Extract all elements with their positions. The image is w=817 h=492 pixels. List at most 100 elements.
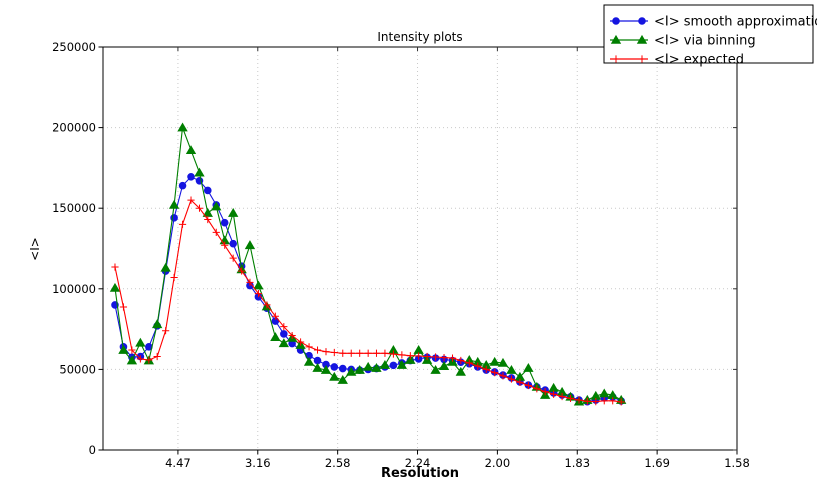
triangle-marker <box>303 356 315 366</box>
series-line <box>114 127 622 403</box>
plus-marker <box>533 385 541 393</box>
triangle-marker <box>636 34 648 44</box>
triangle-marker <box>438 361 450 370</box>
triangle-marker <box>354 364 365 374</box>
triangle-marker <box>278 338 289 348</box>
x-tick-label: 2.58 <box>325 456 351 470</box>
triangle-marker <box>312 363 323 372</box>
plus-marker <box>364 349 372 357</box>
circle-marker <box>612 17 620 25</box>
plus-marker <box>406 352 414 360</box>
x-tick-label: 1.83 <box>564 456 590 470</box>
plus-marker <box>541 388 549 396</box>
plus-marker <box>170 273 178 282</box>
plus-marker <box>448 354 457 362</box>
plus-marker <box>204 215 212 224</box>
triangle-marker <box>610 34 622 44</box>
series-1 <box>109 122 627 406</box>
series-layer <box>109 122 627 406</box>
plus-marker <box>491 369 499 377</box>
triangle-marker <box>430 364 441 374</box>
triangle-marker <box>168 199 180 209</box>
triangle-marker <box>405 354 416 364</box>
plus-marker <box>187 196 195 204</box>
plus-marker <box>516 378 524 386</box>
grid-layer <box>103 47 738 450</box>
plus-marker <box>313 346 322 354</box>
x-tick-label: 3.16 <box>245 456 271 470</box>
triangle-marker <box>489 356 500 366</box>
plus-marker <box>229 254 237 262</box>
triangle-marker <box>346 366 357 376</box>
plus-marker <box>575 396 583 404</box>
y-tick-label: 150000 <box>52 201 96 215</box>
plus-marker <box>592 398 600 406</box>
plus-marker <box>296 338 305 346</box>
x-tick-label: 2.00 <box>485 456 511 470</box>
y-tick-label: 200000 <box>52 121 96 135</box>
plus-marker <box>263 301 271 309</box>
legend-entry: <I> expected <box>610 53 744 68</box>
circle-marker <box>187 172 195 181</box>
plus-marker <box>566 394 575 403</box>
plus-marker <box>465 359 473 367</box>
plus-marker <box>638 55 646 63</box>
plus-marker <box>423 352 431 361</box>
triangle-marker <box>599 388 610 398</box>
triangle-marker <box>185 145 197 154</box>
plus-marker <box>440 354 448 362</box>
triangle-marker <box>135 337 146 347</box>
plus-marker <box>322 348 330 356</box>
plus-marker <box>415 352 423 360</box>
plus-marker <box>612 55 620 63</box>
plus-marker <box>347 349 355 357</box>
plus-marker <box>271 312 279 320</box>
triangle-marker <box>253 280 264 290</box>
y-tick-label: 250000 <box>52 40 96 54</box>
y-tick-label: 0 <box>89 443 96 457</box>
triangle-marker <box>244 240 256 250</box>
x-tick-label: 2.24 <box>405 456 431 470</box>
plus-marker <box>524 381 532 390</box>
triangle-marker <box>329 371 340 381</box>
triangle-marker <box>455 366 466 376</box>
triangle-marker <box>177 122 188 132</box>
triangle-marker <box>396 359 408 369</box>
circle-marker <box>338 364 347 373</box>
y-axis-label: <I> <box>28 237 42 261</box>
x-tick-label: 1.58 <box>724 456 750 470</box>
circle-marker <box>229 239 237 248</box>
plus-marker <box>389 350 398 358</box>
triangle-marker <box>337 374 348 384</box>
chart-title: Intensity plots <box>377 30 462 44</box>
x-axis-label: Resolution <box>381 466 459 481</box>
triangle-marker <box>379 359 391 369</box>
triangle-marker <box>151 319 163 329</box>
plus-marker <box>558 392 566 401</box>
plus-marker <box>153 352 161 361</box>
triangle-marker <box>126 355 138 365</box>
circle-marker <box>280 330 288 338</box>
plus-marker <box>600 397 608 405</box>
plus-marker <box>195 204 204 212</box>
circle-marker <box>203 186 212 195</box>
plus-marker <box>238 267 246 275</box>
triangle-marker <box>548 382 559 392</box>
circle-marker <box>389 361 398 370</box>
plot-border <box>102 46 738 451</box>
y-tick-label: 100000 <box>52 282 96 296</box>
legend-label: <I> expected <box>654 53 744 68</box>
plus-marker <box>178 220 187 228</box>
plus-marker <box>457 356 465 365</box>
y-tick-label: 50000 <box>59 362 96 376</box>
plus-marker <box>246 278 254 286</box>
circle-marker <box>178 181 187 190</box>
plus-marker <box>431 353 440 361</box>
triangle-marker <box>413 344 424 354</box>
circle-marker <box>220 218 229 227</box>
legend: <I> smooth approximation <I> via binning <… <box>603 4 817 68</box>
plus-marker <box>254 290 263 298</box>
plus-marker <box>280 323 288 331</box>
